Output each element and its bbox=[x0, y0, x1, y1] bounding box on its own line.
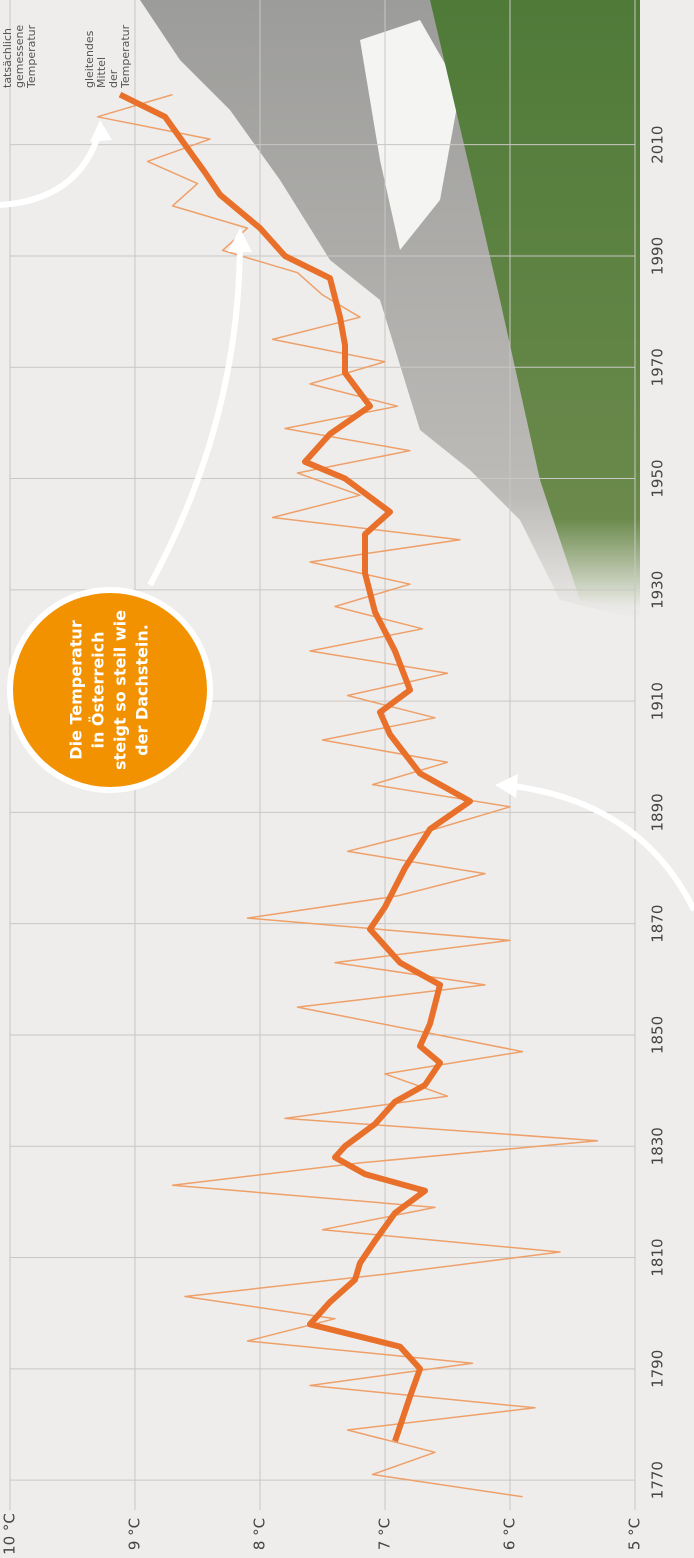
arrow-head bbox=[90, 120, 112, 142]
legend-line: der bbox=[107, 69, 120, 88]
legend-line: gemessene bbox=[13, 25, 26, 88]
legend-line: Temperatur bbox=[25, 24, 38, 89]
bubble-line: steigt so steil wie bbox=[111, 610, 130, 770]
arrow bbox=[0, 129, 103, 208]
legend-line: gleitendes bbox=[83, 30, 96, 88]
y-tick-label: 8 °C bbox=[251, 1518, 269, 1550]
x-tick-label: 1870 bbox=[649, 905, 667, 943]
x-tick-label: 1890 bbox=[649, 793, 667, 831]
legend-label: gleitendesMittelderTemperatur bbox=[83, 24, 132, 89]
arrow-head bbox=[495, 774, 518, 798]
x-tick-label: 1830 bbox=[649, 1127, 667, 1165]
y-tick-label: 9 °C bbox=[126, 1518, 144, 1550]
legend-line: tatsächlich bbox=[1, 28, 14, 88]
legend-label: tatsächlichgemesseneTemperatur bbox=[1, 24, 38, 89]
bubble-line: in Österreich bbox=[89, 631, 108, 748]
x-tick-label: 1950 bbox=[649, 459, 667, 497]
y-tick-label: 5 °C bbox=[626, 1518, 644, 1550]
x-tick-label: 1910 bbox=[649, 682, 667, 720]
legend-line: Mittel bbox=[95, 57, 108, 88]
x-tick-label: 1970 bbox=[649, 348, 667, 386]
arrow-head bbox=[228, 228, 252, 252]
y-tick-label: 6 °C bbox=[501, 1518, 519, 1550]
y-tick-label: 7 °C bbox=[376, 1518, 394, 1550]
legend-line: Temperatur bbox=[119, 24, 132, 89]
bubble bbox=[7, 587, 213, 793]
x-tick-label: 1810 bbox=[649, 1238, 667, 1276]
chart: 5 °C 6 °C 7 °C 8 °C 9 °C 10 °C 1770 1790 1810 183… bbox=[1, 0, 667, 1555]
bubble-text: Die Temperatur in Österreich steigt so ste… bbox=[67, 610, 152, 770]
arrow bbox=[147, 239, 243, 587]
y-tick-label: 10 °C bbox=[1, 1513, 19, 1555]
forest bbox=[430, 0, 640, 610]
x-tick-label: 2010 bbox=[649, 126, 667, 164]
bubble-line: Die Temperatur bbox=[67, 620, 86, 760]
series-line bbox=[96, 93, 599, 1498]
bubble-line: der Dachstein. bbox=[133, 624, 152, 756]
x-tick-label: 1930 bbox=[649, 571, 667, 609]
series-line bbox=[118, 91, 473, 1443]
arrow bbox=[504, 782, 694, 912]
x-tick-label: 1990 bbox=[649, 237, 667, 275]
x-tick-label: 1850 bbox=[649, 1016, 667, 1054]
x-tick-label: 1770 bbox=[649, 1461, 667, 1499]
x-tick-label: 1790 bbox=[649, 1350, 667, 1388]
